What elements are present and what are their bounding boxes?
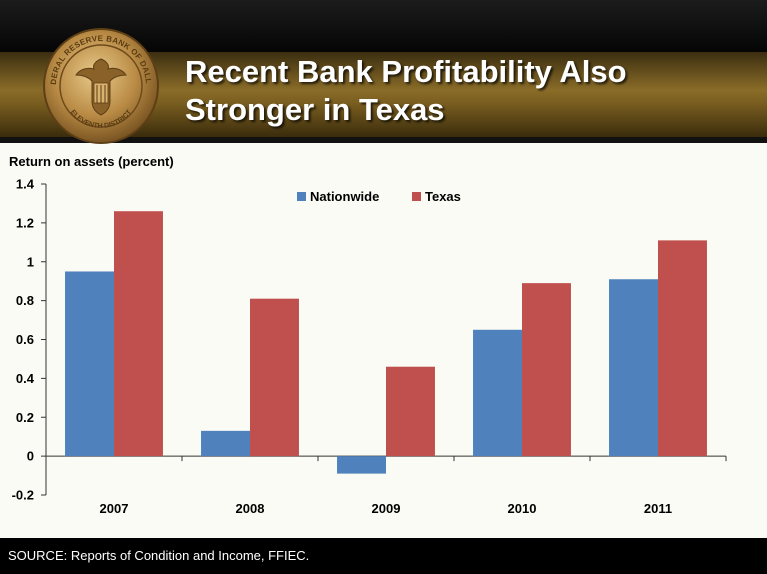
y-axis-label: Return on assets (percent) (9, 154, 174, 169)
bar-texas-2007 (114, 211, 163, 457)
y-tick-label: -0.2 (12, 488, 34, 503)
header-bottom-bar (0, 137, 767, 143)
bar-texas-2010 (522, 283, 571, 457)
federal-reserve-seal-logo: FEDERAL RESERVE BANK OF DALLAS ELEVENTH … (42, 27, 159, 144)
bar-nationwide-2011 (609, 279, 658, 457)
y-tick-label: 1.2 (16, 215, 34, 230)
slide-title: Recent Bank Profitability Also Stronger … (185, 53, 745, 129)
legend-label-nationwide: Nationwide (310, 189, 379, 204)
x-tick-label: 2010 (508, 501, 537, 516)
bar-nationwide-2010 (473, 329, 522, 457)
bar-texas-2009 (386, 366, 435, 457)
y-tick-label: 0.8 (16, 293, 34, 308)
y-tick-label: 0 (27, 449, 34, 464)
y-tick-label: 1 (27, 254, 34, 269)
y-tick-label: 0.2 (16, 410, 34, 425)
x-tick-label: 2007 (100, 501, 129, 516)
legend-swatch-nationwide (297, 192, 306, 201)
bar-nationwide-2009 (337, 456, 386, 474)
legend-label-texas: Texas (425, 189, 461, 204)
source-note: SOURCE: Reports of Condition and Income,… (8, 548, 310, 563)
x-tick-label: 2009 (372, 501, 401, 516)
y-tick-label: 0.6 (16, 332, 34, 347)
slide-title-line-2: Stronger in Texas (185, 92, 445, 127)
x-tick-label: 2008 (236, 501, 265, 516)
bar-nationwide-2008 (201, 430, 250, 457)
bar-texas-2008 (250, 298, 299, 457)
x-tick-label: 2011 (644, 501, 672, 516)
y-tick-label: 0.4 (16, 371, 35, 386)
legend-swatch-texas (412, 192, 421, 201)
footer-bar: SOURCE: Reports of Condition and Income,… (0, 538, 767, 574)
bar-chart: -0.2 0 0.2 0.4 0.6 0.8 1 1.2 1.4 2007 2008 2009 2010… (12, 177, 727, 516)
bar-nationwide-2007 (65, 271, 114, 457)
y-tick-label: 1.4 (16, 177, 35, 192)
bar-texas-2011 (658, 240, 707, 457)
slide-title-line-1: Recent Bank Profitability Also (185, 54, 627, 89)
